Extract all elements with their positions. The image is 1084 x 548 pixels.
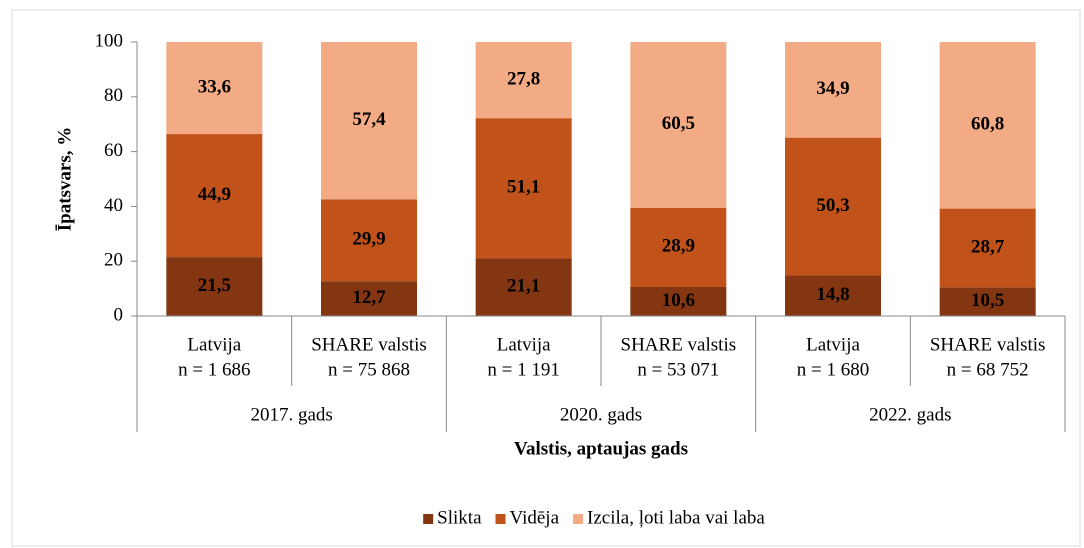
x-tick-label: SHARE valstis [930, 334, 1046, 355]
y-tick-label: 100 [95, 30, 124, 51]
data-label: 27,8 [507, 68, 540, 89]
bar-segment [785, 275, 881, 316]
x-tick-label: n = 75 868 [328, 359, 410, 380]
data-label: 21,1 [507, 275, 540, 296]
legend-label: Izcila, ļoti laba vai laba [587, 507, 765, 528]
legend-swatch [573, 514, 584, 524]
bar-segment [475, 258, 572, 316]
data-label: 14,8 [816, 284, 849, 305]
x-tick-label: n = 53 071 [637, 359, 719, 380]
data-label: 33,6 [198, 76, 231, 97]
data-label: 50,3 [816, 195, 849, 216]
x-axis-title: Valstis, aptaujas gads [514, 438, 688, 459]
x-tick-label: Latvija [806, 334, 860, 355]
bar-segment [475, 42, 572, 119]
data-label: 21,5 [198, 275, 231, 296]
x-tick-label: Latvija [497, 334, 551, 355]
legend-swatch [495, 514, 506, 524]
x-tick-label: n = 1 191 [487, 359, 559, 380]
legend-label: Slikta [437, 507, 482, 528]
bar-segment [321, 281, 417, 316]
data-label: 12,7 [352, 287, 386, 308]
y-tick-label: 0 [114, 304, 124, 325]
bar-segment [785, 137, 881, 276]
bar-segment [785, 42, 881, 138]
x-tick-label: SHARE valstis [621, 334, 737, 355]
x-tick-label: n = 68 752 [947, 359, 1029, 380]
y-axis-title: Īpatsvars, % [54, 127, 75, 232]
data-label: 34,9 [816, 78, 849, 99]
x-tick-label: Latvija [187, 334, 241, 355]
x-tick-label: n = 1 680 [797, 359, 869, 380]
data-label: 60,8 [971, 114, 1004, 135]
group-label: 2022. gads [869, 404, 951, 425]
bar-segment [166, 134, 263, 258]
data-label: 28,9 [662, 236, 695, 257]
data-label: 57,4 [352, 109, 386, 130]
data-label: 51,1 [507, 177, 540, 198]
y-tick-label: 60 [104, 140, 123, 161]
bar-segment [630, 286, 727, 316]
bar-segment [321, 42, 417, 200]
data-label: 10,6 [662, 290, 695, 311]
bar-segment [166, 257, 263, 316]
bar-segment [321, 199, 417, 282]
bar-segment [166, 42, 263, 135]
bar-segment [630, 207, 727, 287]
data-label: 60,5 [662, 113, 695, 134]
legend-label: Vidēja [510, 507, 560, 528]
data-label: 44,9 [198, 184, 231, 205]
group-label: 2020. gads [560, 404, 642, 425]
bar-segment [939, 42, 1036, 209]
x-tick-label: n = 1 686 [178, 359, 250, 380]
bar-segment [939, 287, 1036, 316]
y-tick-label: 80 [104, 85, 123, 106]
data-label: 29,9 [352, 229, 385, 250]
bar-segment [475, 118, 572, 259]
data-label: 28,7 [971, 236, 1005, 257]
data-label: 10,5 [971, 290, 1004, 311]
group-label: 2017. gads [251, 404, 333, 425]
x-tick-label: SHARE valstis [311, 334, 427, 355]
bar-segment [630, 42, 727, 208]
y-tick-label: 20 [104, 250, 123, 271]
legend-swatch [423, 514, 434, 524]
bar-segment [939, 208, 1036, 288]
y-tick-label: 40 [104, 195, 123, 216]
chart-border [11, 9, 1081, 547]
